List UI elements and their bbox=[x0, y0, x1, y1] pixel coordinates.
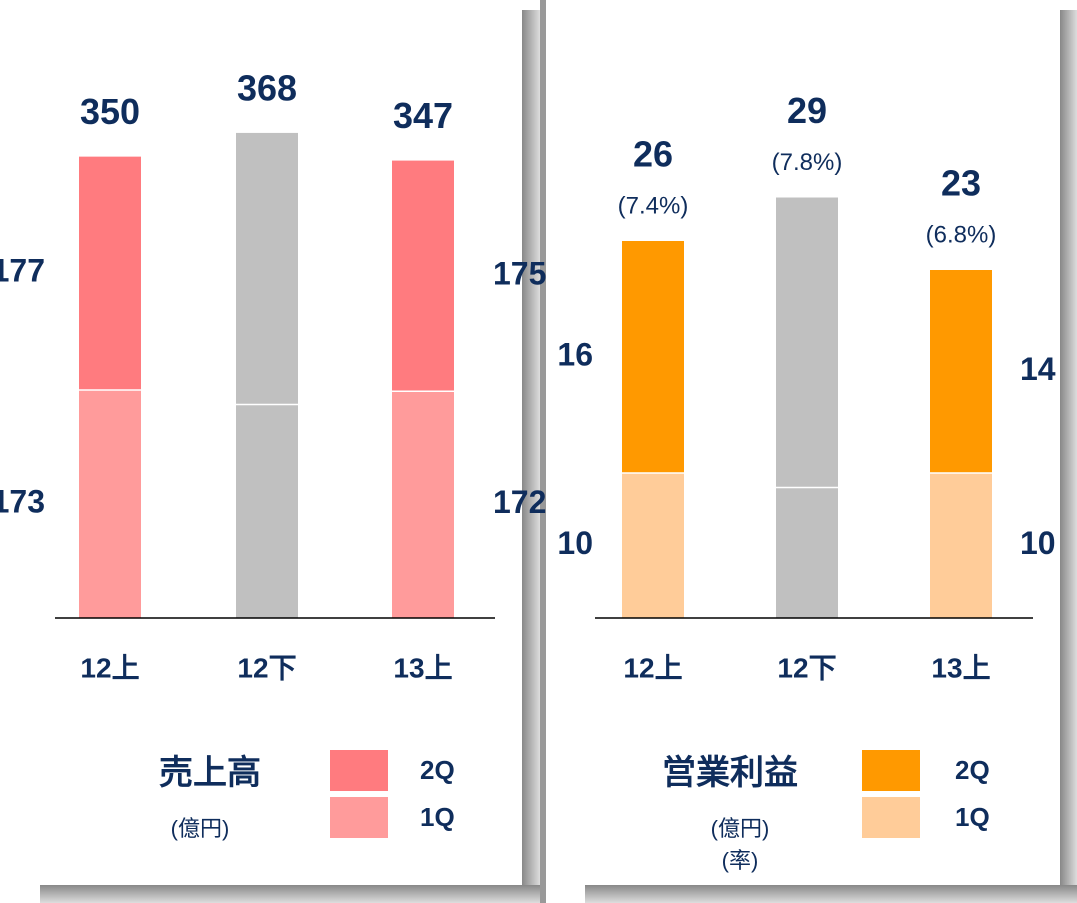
legend-label: 1Q bbox=[420, 802, 455, 832]
bar-segment bbox=[236, 404, 298, 618]
bar-segment bbox=[622, 473, 684, 618]
x-tick-label: 12上 bbox=[80, 652, 139, 683]
legend-title: 売上高 bbox=[159, 754, 261, 792]
legend-label: 2Q bbox=[420, 755, 455, 785]
segment-label: 10 bbox=[1020, 525, 1056, 561]
bar-segment bbox=[392, 160, 454, 392]
legend-label: 2Q bbox=[955, 755, 990, 785]
rate-label: (7.4%) bbox=[618, 192, 689, 219]
bar-segment bbox=[930, 270, 992, 473]
x-tick-label: 13上 bbox=[931, 652, 990, 683]
legend-swatch bbox=[330, 750, 388, 791]
legend-swatch bbox=[862, 797, 920, 838]
panel-divider bbox=[540, 0, 546, 903]
legend-swatch bbox=[330, 797, 388, 838]
x-tick-label: 12下 bbox=[237, 652, 296, 683]
total-label: 29 bbox=[787, 90, 827, 131]
total-label: 350 bbox=[80, 91, 140, 132]
segment-label: 177 bbox=[0, 253, 45, 289]
total-label: 26 bbox=[633, 134, 673, 175]
total-label: 23 bbox=[941, 163, 981, 204]
bar-segment bbox=[392, 391, 454, 618]
rate-label: (7.8%) bbox=[772, 149, 843, 176]
rate-label: (6.8%) bbox=[926, 221, 997, 248]
segment-label: 173 bbox=[0, 483, 45, 519]
bar-segment bbox=[776, 487, 838, 618]
segment-label: 172 bbox=[493, 484, 546, 520]
bar-segment bbox=[776, 197, 838, 488]
x-tick-label: 13上 bbox=[393, 652, 452, 683]
panel-shadow bbox=[40, 885, 540, 903]
bar-segment bbox=[930, 473, 992, 618]
unit-label: (率) bbox=[722, 848, 759, 873]
panel-shadow bbox=[522, 10, 540, 903]
bar-segment bbox=[79, 389, 141, 618]
unit-label: (億円) bbox=[711, 816, 770, 841]
legend-title: 営業利益 bbox=[662, 754, 798, 792]
x-tick-label: 12下 bbox=[777, 652, 836, 683]
legend-swatch bbox=[862, 750, 920, 791]
total-label: 347 bbox=[393, 95, 453, 136]
x-tick-label: 12上 bbox=[623, 652, 682, 683]
segment-label: 10 bbox=[557, 525, 593, 561]
segment-label: 175 bbox=[493, 255, 546, 291]
panel-shadow bbox=[1060, 10, 1077, 903]
segment-label: 16 bbox=[557, 336, 593, 372]
bar-segment bbox=[79, 156, 141, 390]
unit-label: (億円) bbox=[171, 816, 230, 841]
segment-label: 14 bbox=[1020, 351, 1056, 387]
legend-label: 1Q bbox=[955, 802, 990, 832]
total-label: 368 bbox=[237, 67, 297, 108]
bar-segment bbox=[622, 241, 684, 473]
panel-shadow bbox=[585, 885, 1077, 903]
bar-segment bbox=[236, 132, 298, 405]
